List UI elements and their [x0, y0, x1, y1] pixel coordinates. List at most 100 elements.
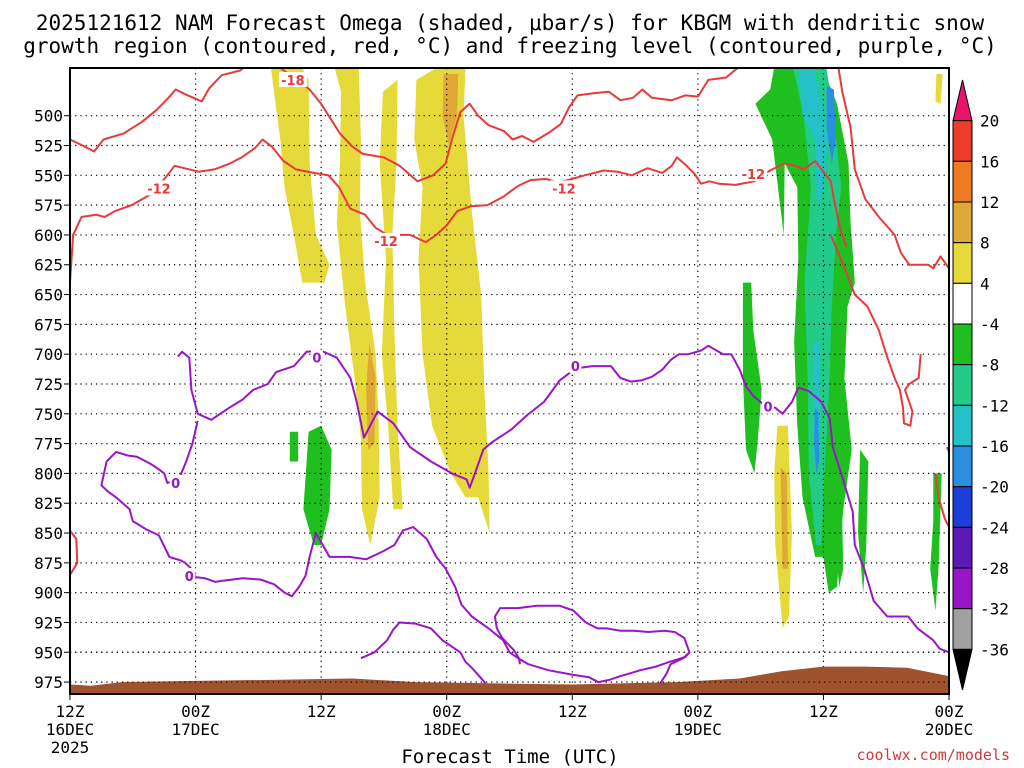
colorbar: 20 16 12 8 4 -4 -8 -12 -16 -20 -24 -28 -32 -36 — [952, 79, 1009, 691]
x-tick-date: 18DEC — [423, 720, 471, 739]
contour-label: -12 — [374, 235, 398, 250]
dgz-contour — [70, 529, 79, 576]
x-tick-label: 12Z — [558, 702, 587, 721]
omega-region — [793, 68, 842, 545]
y-tick-label: 775 — [34, 435, 63, 454]
y-tick-label: 975 — [34, 673, 63, 692]
grid — [69, 68, 950, 694]
omega-region — [270, 68, 330, 283]
contour-label-bg — [549, 180, 578, 196]
chart-title-line1: 2025121612 NAM Forecast Omega (shaded, μ… — [36, 11, 985, 35]
y-tick-label: 825 — [34, 494, 63, 513]
plot-frame — [69, 67, 950, 695]
y-tick-label: 700 — [34, 345, 63, 364]
contours — [70, 68, 949, 684]
y-tick-label: 650 — [34, 286, 63, 305]
omega-region — [826, 85, 836, 164]
colorbar-cell — [952, 323, 973, 366]
y-tick-label: 525 — [34, 137, 63, 156]
x-axis-label: Forecast Time (UTC) — [401, 746, 618, 768]
x-tick-label: 12Z — [809, 702, 838, 721]
omega-region — [830, 449, 844, 587]
x-tick-date: 17DEC — [171, 720, 219, 739]
colorbar-label: -36 — [980, 640, 1009, 659]
x-tick-date: 20DEC — [925, 720, 973, 739]
colorbar-label: -8 — [980, 356, 999, 375]
colorbar-cell — [952, 526, 973, 569]
dgz-contour — [829, 234, 922, 427]
colorbar-label: -20 — [980, 478, 1009, 497]
colorbar-label: -4 — [980, 315, 999, 334]
colorbar-cell — [952, 201, 973, 244]
colorbar-cell — [952, 648, 973, 691]
y-tick-label: 500 — [34, 107, 63, 126]
contour-label: -12 — [147, 182, 171, 197]
x-tick-date: 16DEC — [46, 720, 94, 739]
freezing-level-contour — [100, 420, 223, 583]
contour-label: -18 — [281, 74, 305, 89]
contour-label: 0 — [185, 570, 194, 585]
colorbar-cell — [952, 608, 973, 650]
x-tick-year: 2025 — [51, 738, 90, 757]
y-tick-label: 675 — [34, 315, 63, 334]
colorbar-cell — [952, 486, 973, 528]
x-tick-date: 19DEC — [674, 720, 722, 739]
dgz-contour — [278, 68, 740, 183]
dgz-contour — [70, 68, 245, 153]
omega-region — [930, 473, 942, 611]
colorbar-cell — [952, 364, 973, 406]
omega-region — [379, 79, 403, 510]
contour-label: 0 — [171, 477, 180, 492]
colorbar-label: -16 — [980, 437, 1009, 456]
dgz-contour — [70, 138, 848, 283]
y-tick-label: 950 — [34, 643, 63, 662]
y-tick-label: 750 — [34, 405, 63, 424]
y-tick-label: 850 — [34, 524, 63, 543]
contour-label: 0 — [763, 401, 772, 416]
y-tick-label: 925 — [34, 613, 63, 632]
contour-label: -12 — [552, 182, 576, 197]
contour-label: 0 — [312, 352, 321, 367]
contour-label-bg — [183, 567, 196, 583]
colorbar-label: -24 — [980, 518, 1009, 537]
colorbar-label: -28 — [980, 559, 1009, 578]
y-tick-label: 800 — [34, 464, 63, 483]
freezing-level-contour — [659, 651, 691, 684]
y-tick-label: 575 — [34, 196, 63, 215]
x-tick-label: 00Z — [181, 702, 210, 721]
omega-region — [366, 342, 376, 450]
terrain-fill — [70, 666, 949, 694]
omega-region — [798, 68, 828, 212]
chart-title-line2: growth region (contoured, red, °C) and f… — [23, 34, 997, 58]
colorbar-label: 12 — [980, 193, 999, 212]
colorbar-cell — [952, 445, 973, 488]
y-tick-label: 550 — [34, 166, 63, 185]
freezing-level-contour — [222, 526, 691, 684]
x-tick-label: 00Z — [935, 702, 964, 721]
terrain — [70, 651, 949, 694]
colorbar-label: 4 — [980, 274, 990, 293]
omega-region — [742, 282, 762, 474]
colorbar-cell — [952, 79, 973, 122]
x-tick-label: 00Z — [432, 702, 461, 721]
contour-label: -12 — [742, 168, 766, 183]
contour-labels: -18 -12 -12 -12 -12 0 0 0 0 0 — [144, 71, 774, 585]
credit-text: coolwx.com/models — [856, 746, 1010, 764]
contour-label-bg — [739, 166, 768, 182]
omega-region — [780, 467, 788, 569]
colorbar-label: 8 — [980, 234, 990, 253]
x-tick-label: 00Z — [683, 702, 712, 721]
colorbar-cell — [952, 160, 973, 203]
colorbar-cell — [952, 282, 973, 325]
y-tick-label: 725 — [34, 375, 63, 394]
colorbar-label: -12 — [980, 396, 1009, 415]
dgz-contour — [837, 68, 949, 270]
y-tick-label: 875 — [34, 554, 63, 573]
omega-shading — [270, 68, 943, 629]
contour-label: 0 — [571, 360, 580, 375]
colorbar-cell — [952, 567, 973, 610]
y-tick-label: 625 — [34, 256, 63, 275]
x-tick-label: 12Z — [56, 702, 85, 721]
contour-label-bg — [278, 71, 307, 87]
